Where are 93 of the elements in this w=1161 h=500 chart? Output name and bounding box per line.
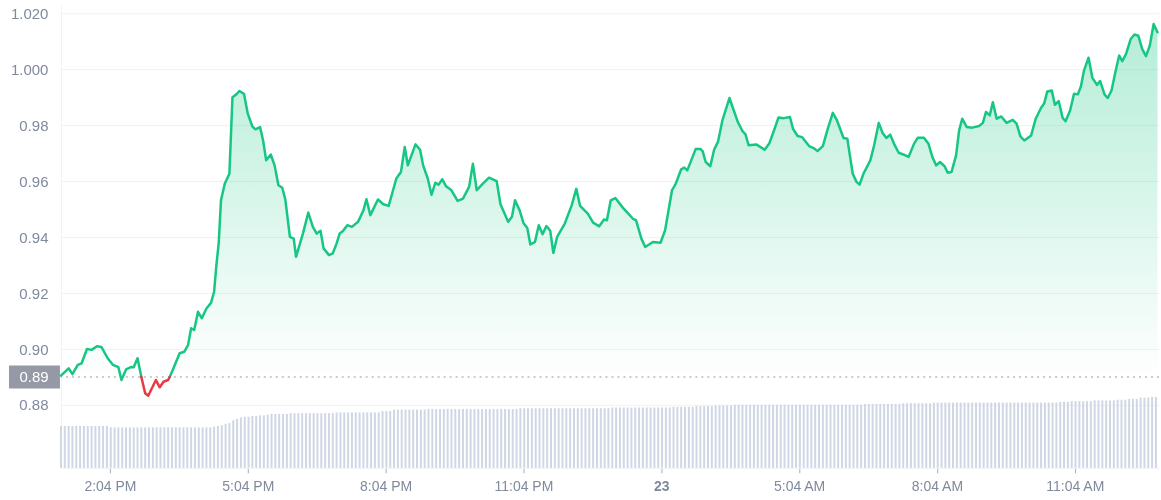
bar: [641, 407, 644, 468]
x-tick-label: 5:04 PM: [222, 478, 275, 495]
bar: [301, 413, 304, 468]
bar: [592, 408, 595, 468]
bar: [1040, 402, 1043, 468]
bar: [193, 427, 196, 468]
bar: [327, 413, 330, 468]
bar: [695, 406, 698, 468]
bar: [821, 404, 824, 468]
bar: [481, 408, 484, 468]
bar: [638, 407, 641, 468]
bar: [190, 427, 193, 468]
y-tick-label: 0.94: [19, 228, 49, 246]
y-tick-label: 0.96: [19, 172, 49, 190]
ref-line-label: 0.89: [19, 367, 49, 385]
bar: [504, 408, 507, 468]
bar: [484, 408, 487, 468]
bar: [1086, 401, 1089, 468]
bar: [105, 425, 108, 468]
bar: [170, 427, 173, 468]
x-tick-label: 8:04 AM: [911, 478, 964, 495]
bar: [963, 402, 966, 468]
bar: [530, 408, 533, 468]
bar: [370, 412, 373, 468]
bar: [863, 403, 866, 468]
x-tick-label: 2:04 PM: [84, 478, 137, 495]
bar: [285, 413, 288, 468]
bar: [1128, 399, 1131, 468]
bar: [373, 412, 376, 468]
bar: [618, 407, 621, 468]
x-tick-label: 11:04 AM: [1046, 478, 1105, 495]
bar: [1066, 401, 1069, 468]
bar: [102, 425, 105, 468]
bar: [706, 406, 709, 468]
bar: [1154, 396, 1157, 468]
bar: [1097, 400, 1100, 468]
bar: [749, 404, 752, 468]
bar: [664, 407, 667, 468]
bar: [840, 404, 843, 468]
bar: [929, 403, 932, 468]
y-tick-label: 0.88: [19, 396, 49, 414]
bar: [59, 425, 62, 468]
bar: [419, 409, 422, 468]
bar: [729, 405, 732, 468]
bar: [427, 408, 430, 468]
bar: [1063, 401, 1066, 468]
bar: [1017, 402, 1020, 468]
bar: [932, 402, 935, 468]
x-tick-label: 8:04 PM: [360, 478, 413, 495]
bar: [1020, 402, 1023, 468]
bar: [974, 402, 977, 468]
bar: [818, 404, 821, 468]
bar: [167, 427, 170, 468]
bar: [1043, 402, 1046, 468]
y-tick-label: 0.92: [19, 284, 49, 302]
bar: [282, 413, 285, 468]
bar: [553, 408, 556, 468]
bar: [159, 427, 162, 468]
bar: [324, 413, 327, 468]
y-tick-label: 0.90: [19, 340, 49, 358]
bar: [971, 402, 974, 468]
bar: [1105, 400, 1108, 468]
bar: [213, 426, 216, 468]
bar: [837, 404, 840, 468]
bar: [216, 425, 219, 468]
bar: [550, 408, 553, 468]
bar: [507, 408, 510, 468]
bar: [416, 409, 419, 468]
bar: [1151, 396, 1154, 468]
bar: [527, 408, 530, 468]
bar: [1131, 399, 1134, 468]
bar: [304, 413, 307, 468]
bar: [952, 402, 955, 468]
bar: [1089, 401, 1092, 468]
bar: [726, 405, 729, 468]
y-tick-label: 1.000: [10, 61, 49, 78]
bar: [615, 407, 618, 468]
x-tick-label: 11:04 PM: [494, 478, 554, 495]
x-tick-label: 5:04 AM: [773, 478, 826, 495]
bar: [569, 408, 572, 468]
bar: [661, 407, 664, 468]
bar: [703, 406, 706, 468]
x-tick-label: 23: [654, 478, 670, 495]
bar: [860, 404, 863, 468]
bar: [79, 425, 82, 468]
y-tick-label: 1.020: [10, 5, 49, 23]
bar: [752, 404, 755, 468]
bar: [393, 409, 396, 468]
bar: [595, 408, 598, 468]
bar: [955, 402, 958, 468]
bar: [396, 409, 399, 468]
bar: [82, 425, 85, 468]
y-tick-label: 0.98: [19, 116, 49, 134]
